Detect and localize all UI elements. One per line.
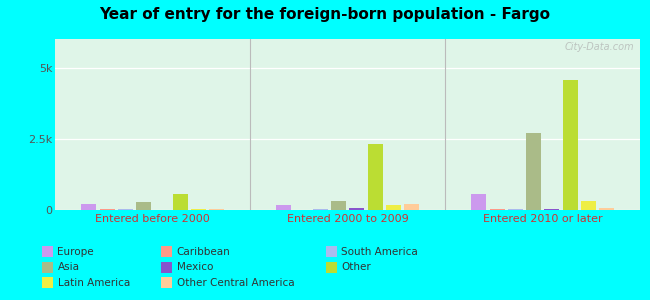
Bar (563, 80, 578, 210)
Text: Year of entry for the foreign-born population - Fargo: Year of entry for the foreign-born popul… (99, 8, 551, 22)
Bar (368, 145, 383, 210)
Bar (331, 201, 346, 210)
Bar (581, 201, 596, 210)
Bar (599, 208, 614, 210)
Bar (404, 204, 419, 210)
Text: City-Data.com: City-Data.com (565, 42, 634, 52)
Legend: Europe, Asia, Latin America, Caribbean, Mexico, Other Central America, South Ame: Europe, Asia, Latin America, Caribbean, … (38, 242, 422, 292)
Bar (350, 208, 365, 210)
Bar (508, 208, 523, 210)
Bar (545, 209, 560, 210)
Bar (209, 209, 224, 210)
Bar (191, 209, 206, 210)
Bar (471, 194, 486, 210)
Bar (276, 205, 291, 210)
Bar (173, 194, 188, 210)
Bar (489, 209, 504, 210)
Bar (99, 209, 114, 210)
Bar (81, 204, 96, 210)
Bar (386, 206, 401, 210)
Bar (313, 209, 328, 210)
Bar (118, 209, 133, 210)
Bar (136, 202, 151, 210)
Bar (526, 133, 541, 210)
